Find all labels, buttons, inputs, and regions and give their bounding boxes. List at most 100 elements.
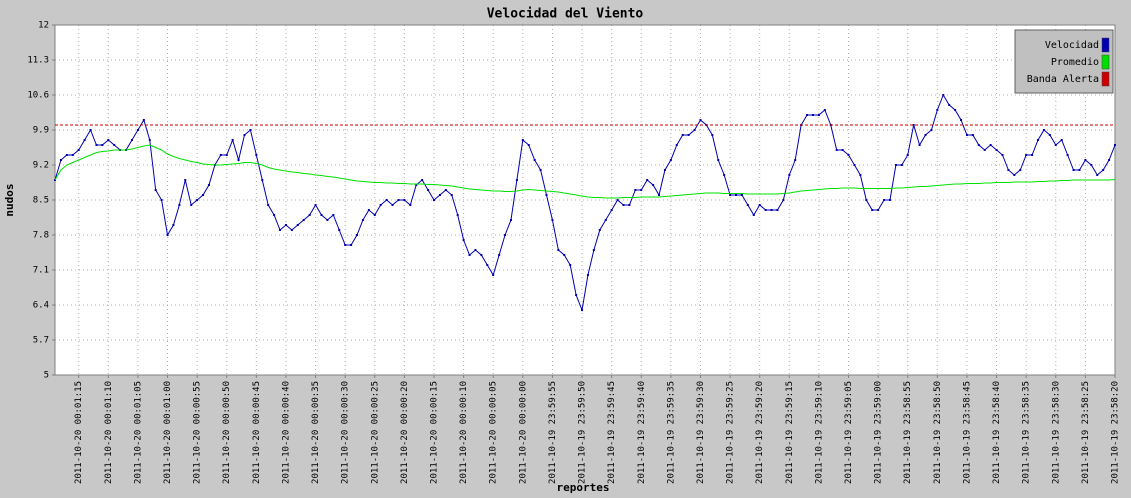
x-tick-label: 2011-10-19 23:58:45 xyxy=(962,381,972,484)
point-marker xyxy=(225,154,228,156)
point-marker xyxy=(391,204,394,206)
point-marker xyxy=(622,204,625,206)
point-marker xyxy=(640,189,643,191)
point-marker xyxy=(279,229,282,231)
y-tick-label: 9.2 xyxy=(33,161,49,171)
point-marker xyxy=(166,234,169,236)
point-marker xyxy=(823,109,826,111)
point-marker xyxy=(160,199,163,201)
point-marker xyxy=(462,239,465,241)
legend-label: Promedio xyxy=(1051,57,1099,68)
x-tick-label: 2011-10-20 00:00:15 xyxy=(429,381,439,484)
point-marker xyxy=(1060,139,1063,141)
point-marker xyxy=(107,139,110,141)
point-marker xyxy=(326,219,329,221)
point-marker xyxy=(545,194,548,196)
point-marker xyxy=(237,159,240,161)
point-marker xyxy=(628,204,631,206)
point-marker xyxy=(65,154,68,156)
point-marker xyxy=(533,159,536,161)
point-marker xyxy=(219,154,222,156)
x-tick-label: 2011-10-20 00:00:05 xyxy=(489,381,499,484)
series-line xyxy=(54,93,1116,312)
point-marker xyxy=(373,214,376,216)
point-marker xyxy=(296,224,299,226)
point-marker xyxy=(658,194,661,196)
point-marker xyxy=(1096,174,1099,176)
point-marker xyxy=(515,179,518,181)
point-marker xyxy=(450,194,453,196)
x-tick-label: 2011-10-20 00:00:00 xyxy=(518,381,528,484)
x-tick-label: 2011-10-19 23:59:10 xyxy=(814,381,824,484)
point-marker xyxy=(883,199,886,201)
point-marker xyxy=(1078,169,1081,171)
x-tick-label: 2011-10-20 00:00:25 xyxy=(370,381,380,484)
point-marker xyxy=(681,134,684,136)
point-marker xyxy=(687,134,690,136)
x-tick-label: 2011-10-19 23:58:20 xyxy=(1111,381,1121,484)
point-marker xyxy=(965,134,968,136)
point-marker xyxy=(569,264,572,266)
point-marker xyxy=(314,204,317,206)
point-marker xyxy=(421,179,424,181)
plot-border xyxy=(54,24,1116,376)
x-tick-label: 2011-10-19 23:58:30 xyxy=(1051,381,1061,484)
point-marker xyxy=(948,104,951,106)
point-marker xyxy=(1031,154,1034,156)
point-marker xyxy=(148,139,151,141)
point-marker xyxy=(492,274,495,276)
point-marker xyxy=(936,109,939,111)
point-marker xyxy=(243,134,246,136)
point-marker xyxy=(1042,129,1045,131)
y-tick-label: 10.6 xyxy=(27,91,49,101)
point-marker xyxy=(273,214,276,216)
point-marker xyxy=(835,149,838,151)
point-marker xyxy=(735,194,738,196)
point-marker xyxy=(723,174,726,176)
point-marker xyxy=(409,204,412,206)
x-tick-label: 2011-10-20 00:00:35 xyxy=(311,381,321,484)
point-marker xyxy=(77,149,80,151)
y-tick-label: 6.4 xyxy=(33,301,49,311)
x-tick-label: 2011-10-19 23:58:40 xyxy=(992,381,1002,484)
point-marker xyxy=(853,164,856,166)
point-marker xyxy=(1054,144,1057,146)
x-tick-label: 2011-10-19 23:59:25 xyxy=(726,381,736,484)
point-marker xyxy=(356,234,359,236)
point-marker xyxy=(142,119,145,121)
point-marker xyxy=(432,199,435,201)
point-marker xyxy=(521,139,524,141)
point-marker xyxy=(598,229,601,231)
x-tick-label: 2011-10-20 00:01:10 xyxy=(104,381,114,484)
point-marker xyxy=(989,144,992,146)
point-marker xyxy=(1001,154,1004,156)
point-marker xyxy=(338,229,341,231)
point-marker xyxy=(888,199,891,201)
point-marker xyxy=(717,159,720,161)
point-marker xyxy=(1072,169,1075,171)
point-marker xyxy=(740,194,743,196)
point-marker xyxy=(1108,159,1111,161)
point-marker xyxy=(729,194,732,196)
x-tick-label: 2011-10-20 00:00:40 xyxy=(281,381,291,484)
point-marker xyxy=(207,184,210,186)
x-tick-label: 2011-10-19 23:59:35 xyxy=(666,381,676,484)
point-marker xyxy=(1019,169,1022,171)
point-marker xyxy=(693,129,696,131)
x-tick-label: 2011-10-20 00:01:05 xyxy=(133,381,143,484)
point-marker xyxy=(652,184,655,186)
x-tick-label: 2011-10-19 23:59:30 xyxy=(696,381,706,484)
point-marker xyxy=(267,204,270,206)
point-marker xyxy=(806,114,809,116)
legend-box xyxy=(1014,29,1114,94)
point-marker xyxy=(320,214,323,216)
point-marker xyxy=(480,254,483,256)
point-marker xyxy=(592,249,595,251)
point-marker xyxy=(900,164,903,166)
point-marker xyxy=(509,219,512,221)
point-marker xyxy=(427,189,430,191)
x-tick-label: 2011-10-19 23:59:20 xyxy=(755,381,765,484)
point-marker xyxy=(438,194,441,196)
point-marker xyxy=(130,139,133,141)
